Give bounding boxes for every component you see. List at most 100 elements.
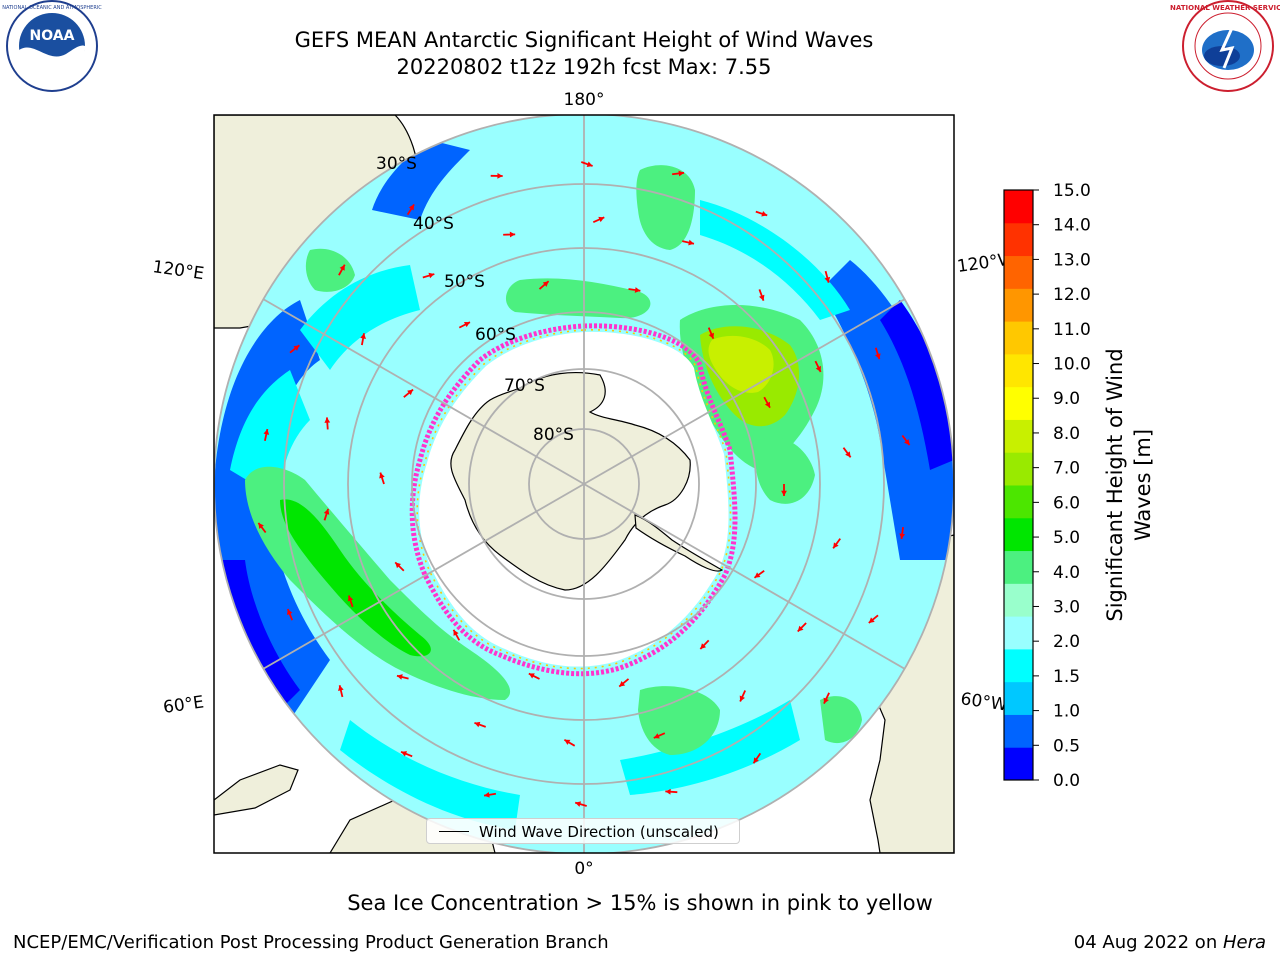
lat-label-80s: 80°S [533,425,574,445]
wind-wave-arrow [406,203,415,216]
wind-wave-arrow [899,527,906,540]
wind-wave-arrow [490,173,503,179]
colorbar-label-line2: Waves [m] [1131,429,1155,541]
wind-wave-arrow [338,264,346,276]
colorbar-block [1004,681,1033,715]
wind-wave-arrow [874,347,881,360]
colorbar-tick-label: 15.0 [1053,181,1091,201]
graticule [214,115,954,853]
map-title: GEFS MEAN Antarctic Significant Height o… [294,28,874,52]
wind-wave-arrow [653,732,666,739]
wind-wave-arrow [289,344,300,354]
svg-text:NOAA: NOAA [30,28,75,44]
lon-label-180: 180° [564,90,605,110]
wind-wave-arrow [474,721,487,728]
wind-wave-arrow [823,692,830,705]
colorbar: 0.0 0.5 1.0 1.5 2.0 3.0 4.0 5.0 6.0 7.0 8.0 9.0 10.0… [1003,181,1091,791]
machine-name: Hera [1222,932,1266,953]
wind-wave-arrow [752,752,762,764]
wind-wave-arrow [665,788,678,795]
wind-wave-arrow [503,231,516,238]
wind-wave-arrow [699,639,710,650]
wind-wave-arrow [580,161,593,167]
wind-wave-arrow [483,791,497,798]
date-text: 04 Aug 2022 on [1073,932,1223,953]
colorbar-block [1004,288,1033,322]
wind-wave-arrow [563,738,576,747]
colorbar-block [1004,419,1033,453]
colorbar-block [1004,714,1033,748]
wind-wave-arrow [347,595,354,608]
lon-label-60e: 60°E [162,692,205,717]
wind-wave-arrow [739,690,747,702]
colorbar-tick-label: 5.0 [1053,528,1080,548]
date-stamp: 04 Aug 2022 on Hera [1074,932,1266,953]
wind-wave-arrow [763,396,771,409]
wind-wave-arrow [758,289,765,301]
noaa-logo: NOAA NATIONAL OCEANIC AND ATMOSPHERIC [2,0,102,92]
wind-wave-arrow [452,629,461,641]
wind-wave-arrow [832,538,841,549]
colorbar-tick-label: 8.0 [1053,424,1080,444]
credit-line: NCEP/EMC/Verification Post Processing Pr… [13,932,609,953]
colorbar-tick-label: 9.0 [1053,389,1080,409]
lon-label-0: 0° [574,859,593,879]
colorbar-block [1004,452,1033,486]
wind-wave-arrow [682,239,695,246]
lon-label-120e: 120°E [151,257,205,284]
colorbar-block [1004,583,1033,617]
wind-wave-arrow [379,472,385,485]
colorbar-block [1004,648,1033,683]
wind-wave-arrow [400,751,413,758]
colorbar-block [1004,747,1033,781]
lon-label-60w: 60°W [959,689,1008,715]
colorbar-block [1004,550,1033,584]
wind-wave-arrow [842,447,852,458]
wind-wave-arrow [263,428,270,442]
wind-wave-arrow [528,672,540,680]
land-antarctica [450,371,691,591]
map-subtitle: 20220802 t12z 192h fcst Max: 7.55 [396,55,772,79]
wind-wave-arrow [396,674,409,680]
wind-wave-arrow [707,327,715,340]
land-bottom-left [214,764,299,816]
wind-wave-arrow [574,801,587,807]
wind-wave-arrow [422,272,435,279]
colorbar-tick-label: 6.0 [1053,493,1080,513]
wind-wave-arrow [672,170,685,177]
wind-wave-arrow [824,270,831,283]
colorbar-block [1004,255,1033,289]
lat-label-60s: 60°S [475,325,516,345]
wind-wave-arrow [618,678,630,688]
colorbar-block [1004,353,1033,388]
colorbar-tick-label: 1.0 [1053,702,1080,722]
colorbar-frame [1003,189,1034,781]
colorbar-tick-label: 13.0 [1053,250,1091,270]
colorbar-tick-label: 14.0 [1053,216,1091,236]
colorbar-block [1004,616,1033,650]
wind-wave-arrow [323,508,330,521]
colorbar-block [1004,190,1033,224]
colorbar-block [1004,485,1033,519]
wind-wave-arrow [814,360,822,373]
colorbar-tick-label: 4.0 [1053,563,1080,583]
wind-wave-arrow [628,287,641,293]
land-antarctic-peninsula [634,514,724,572]
lat-label-40s: 40°S [413,214,454,234]
map-border [213,114,955,854]
colorbar-label-line1: Significant Height of Wind [1103,348,1127,621]
wind-wave-arrow [324,417,331,430]
wind-wave-arrow [781,484,787,496]
colorbar-block [1004,517,1033,552]
colorbar-tick-label: 0.0 [1053,771,1080,791]
colorbar-block [1004,386,1033,420]
lat-label-50s: 50°S [444,272,485,292]
wind-wave-arrow [592,216,605,223]
colorbar-tick-label: 3.0 [1053,597,1080,617]
colorbar-block [1004,222,1033,257]
svg-text:NATIONAL OCEANIC AND ATMOSPHER: NATIONAL OCEANIC AND ATMOSPHERIC [2,5,102,11]
wind-wave-arrow [753,570,765,579]
lat-label-70s: 70°S [504,376,545,396]
map-content [214,115,954,853]
wind-wave-arrow [901,434,911,446]
